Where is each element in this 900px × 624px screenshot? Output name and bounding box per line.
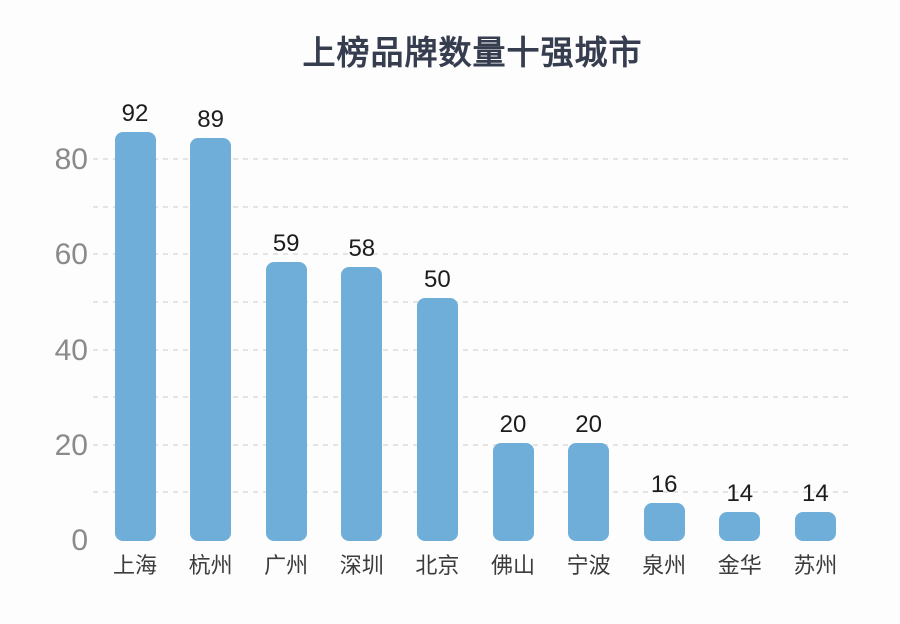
bar [492, 443, 534, 541]
bar-value-label: 20 [575, 411, 602, 439]
bar-value-label: 50 [424, 266, 451, 294]
bar [643, 502, 685, 541]
y-axis-tick-label: 80 [54, 143, 88, 177]
bar [114, 131, 156, 541]
bar-value-label: 14 [726, 480, 754, 508]
bar-value-label: 58 [348, 235, 376, 263]
x-axis-tick-label: 广州 [264, 553, 309, 578]
bar [568, 443, 610, 541]
x-axis-tick-label: 深圳 [339, 553, 384, 578]
bar-value-label: 20 [499, 411, 527, 439]
bar-value-label: 14 [802, 480, 829, 508]
y-axis-tick-label: 0 [71, 524, 88, 557]
gridline [93, 205, 852, 208]
gridline [93, 396, 852, 399]
x-axis-tick-label: 金华 [717, 553, 762, 578]
gridline [93, 301, 852, 303]
plot-area: 92 89 59 58 50 20 20 16 14 14 [93, 100, 852, 541]
bar [190, 137, 232, 541]
gridline [93, 253, 852, 256]
chart-title: 上榜品牌数量十强城市 [302, 34, 643, 71]
x-axis-tick-label: 上海 [112, 553, 157, 578]
bar [719, 512, 761, 541]
bar [416, 298, 458, 541]
x-axis-tick-label: 北京 [415, 553, 460, 578]
x-axis-tick-label: 泉州 [642, 553, 687, 578]
bar-value-label: 16 [650, 470, 678, 498]
bar [265, 262, 307, 541]
y-axis-tick-label: 60 [54, 238, 88, 272]
x-axis-tick-label: 苏州 [793, 553, 838, 578]
y-axis-tick-label: 20 [54, 428, 88, 462]
y-axis-tick-label: 40 [54, 333, 88, 367]
gridline [93, 348, 852, 351]
gridline [93, 158, 852, 161]
bar [794, 512, 836, 541]
bar-value-label: 92 [121, 99, 149, 127]
gridline [93, 491, 852, 494]
gridline [93, 443, 852, 446]
x-axis-tick-label: 佛山 [490, 553, 535, 578]
x-axis-tick-label: 杭州 [188, 553, 233, 578]
bar-value-label: 59 [272, 230, 300, 258]
bar [341, 267, 383, 541]
bar-value-label: 89 [197, 105, 224, 133]
x-axis-tick-label: 宁波 [566, 553, 611, 578]
